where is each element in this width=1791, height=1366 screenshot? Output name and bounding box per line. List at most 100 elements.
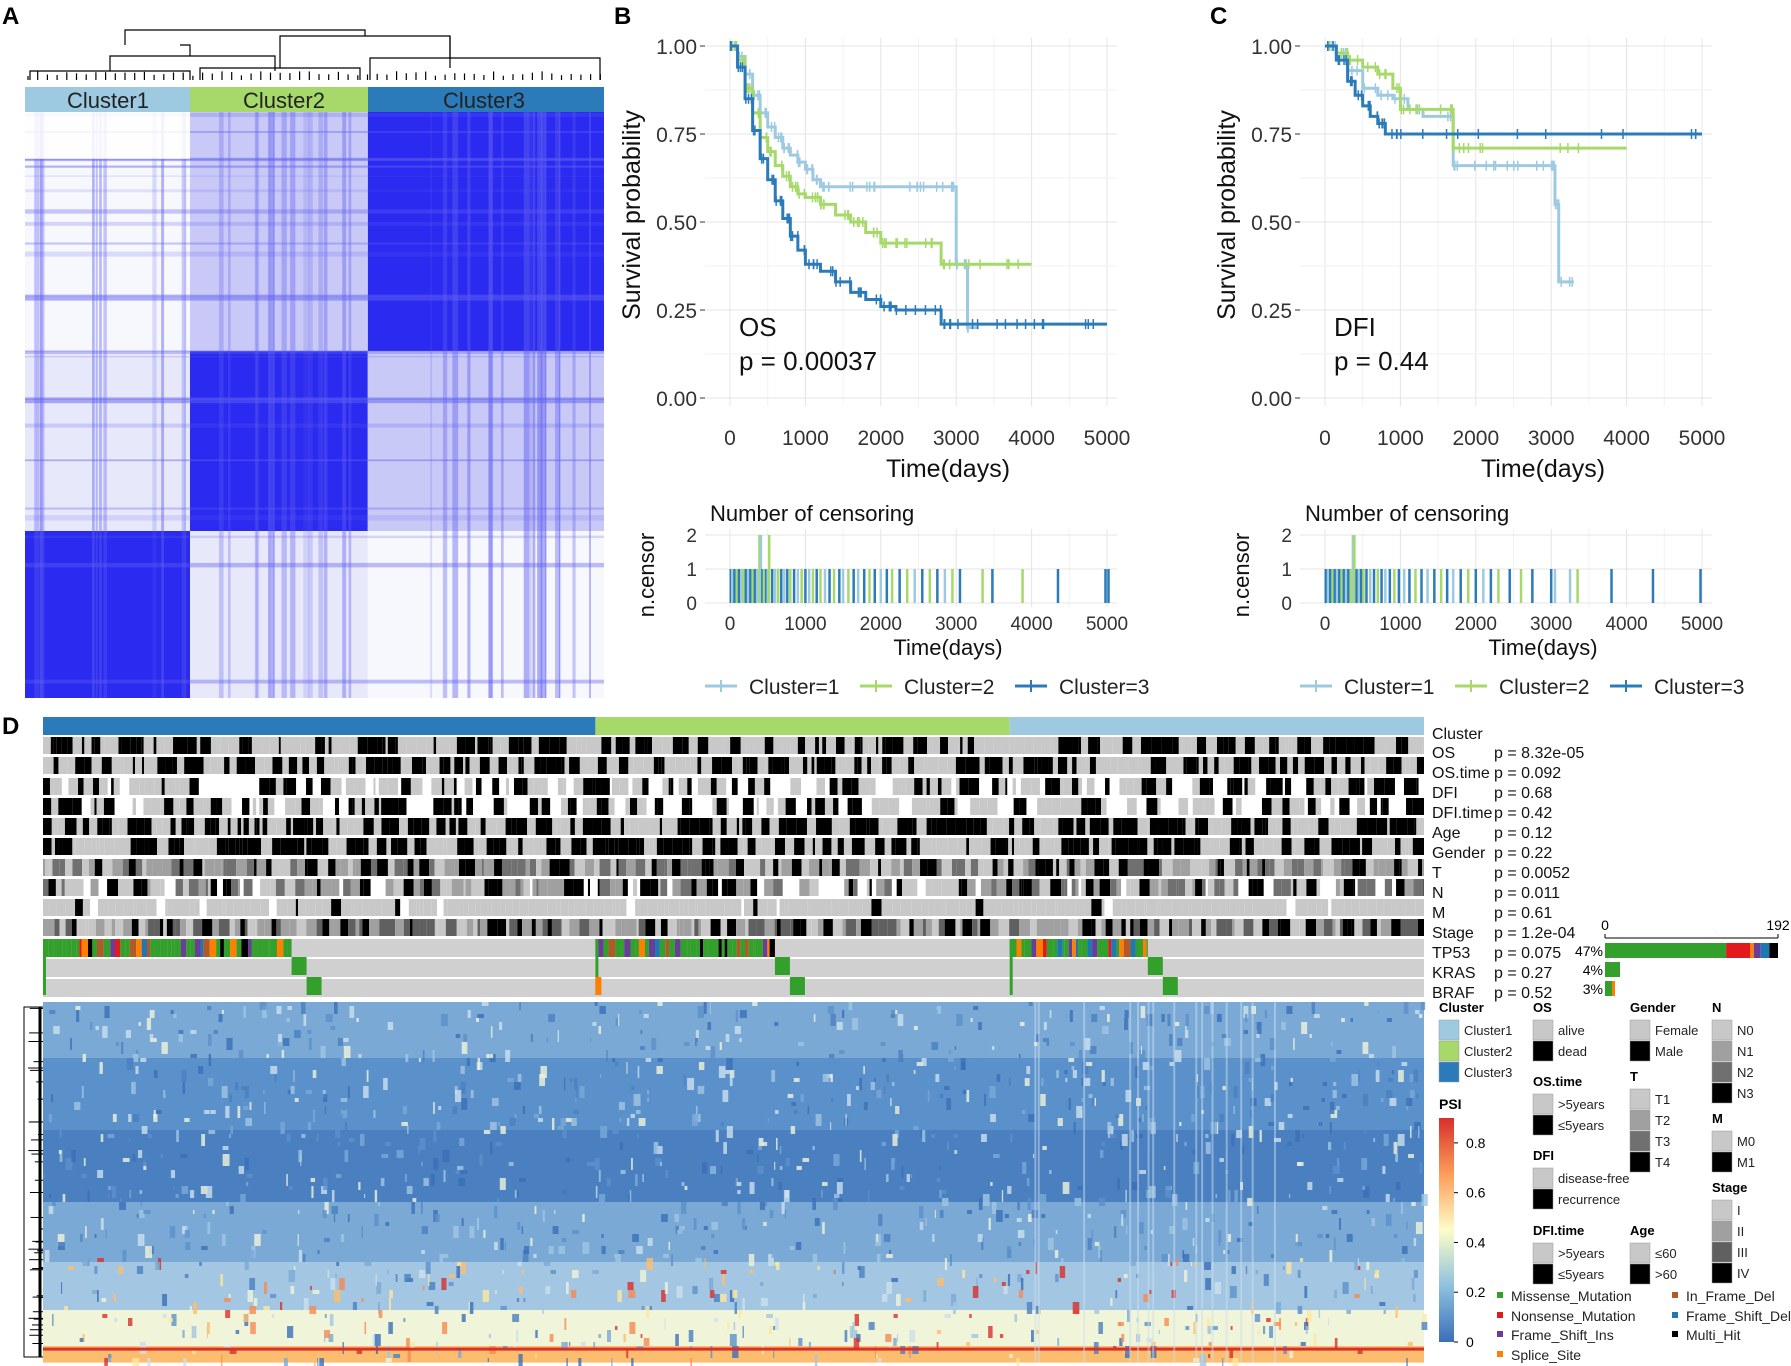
track-cell	[1403, 778, 1407, 795]
heatmap-row	[43, 1358, 1424, 1363]
track-cell	[413, 859, 420, 876]
track-cell	[170, 818, 176, 835]
track-cell	[757, 757, 766, 774]
heatmap-cell	[1150, 1230, 1154, 1234]
track-cell	[800, 798, 808, 815]
track-cell	[728, 859, 732, 876]
heatmap-cell	[640, 1270, 647, 1282]
track-cell	[406, 737, 417, 754]
track-cell	[1290, 919, 1300, 936]
heatmap-cell	[1193, 1322, 1196, 1334]
track-cell	[64, 879, 74, 896]
heatmap-cell	[162, 1294, 168, 1306]
heatmap-cell	[459, 1178, 462, 1186]
track-cell	[334, 798, 340, 815]
matrix-band	[25, 131, 604, 133]
track-cell	[478, 838, 487, 855]
track-cell	[1281, 879, 1291, 896]
track-cell	[809, 859, 820, 876]
y-tick-label: 0.75	[1251, 124, 1292, 147]
track-cell	[143, 737, 152, 754]
heatmap-cell	[142, 1158, 150, 1166]
track-cell	[878, 859, 882, 876]
heatmap-cell	[565, 1158, 570, 1162]
heatmap-cell	[787, 1094, 794, 1098]
heatmap-cell	[243, 1106, 249, 1110]
track-cell	[647, 737, 653, 754]
heatmap-cell	[992, 1154, 1000, 1158]
heatmap-cell	[83, 1158, 86, 1166]
tp53-mutation	[1009, 939, 1017, 957]
heatmap-cell	[1061, 1258, 1064, 1266]
track-cell	[111, 778, 114, 795]
track-cell	[445, 919, 457, 936]
heatmap-cell	[68, 1266, 75, 1270]
heatmap-cell	[1140, 1046, 1143, 1054]
track-cell	[1387, 818, 1390, 835]
track-cell	[1355, 879, 1358, 896]
track-cell	[172, 757, 177, 774]
track-cell	[1039, 778, 1046, 795]
matrix-band	[25, 398, 604, 400]
track-cell	[1196, 757, 1199, 774]
track-cell	[1022, 899, 1032, 916]
heatmap-row	[43, 1018, 1424, 1023]
heatmap-cell	[1014, 1314, 1018, 1322]
os-censor-xlabel: Time(days)	[893, 635, 1002, 660]
heatmap-cell	[566, 1358, 568, 1366]
track-cell	[1233, 778, 1243, 795]
heatmap-cell	[1174, 1050, 1182, 1062]
heatmap-cell	[710, 1166, 715, 1174]
heatmap-cell	[1039, 1310, 1041, 1314]
track-cell	[1308, 818, 1315, 835]
track-cell	[82, 818, 90, 835]
track-cell	[172, 919, 176, 936]
heatmap-cell	[348, 1138, 355, 1142]
heatmap-cell	[830, 1122, 832, 1130]
track-cell	[712, 879, 719, 896]
track-cell	[51, 838, 55, 855]
track-cell	[231, 798, 243, 815]
heatmap-cell	[550, 1270, 556, 1274]
track-cell	[596, 798, 602, 815]
heatmap-cell	[782, 1062, 789, 1070]
track-cell	[622, 737, 630, 754]
heatmap-cell	[950, 1294, 957, 1306]
track-cell	[859, 859, 871, 876]
heatmap-cell	[1325, 1234, 1330, 1238]
track-cell	[312, 778, 321, 795]
track-cell	[490, 737, 493, 754]
track-cell	[574, 859, 586, 876]
track-label: KRAS	[1432, 965, 1476, 982]
heatmap-cell	[1131, 1130, 1135, 1142]
heatmap-cell	[984, 1094, 987, 1106]
heatmap-cell	[956, 1114, 962, 1126]
track-cell	[61, 879, 65, 896]
track-cell	[882, 818, 891, 835]
psi-tick-label: 0.6	[1466, 1185, 1486, 1201]
heatmap-cell	[1389, 1098, 1397, 1106]
heatmap-cell	[976, 1170, 981, 1178]
os-censor-title: Number of censoring	[710, 501, 914, 526]
track-cell	[981, 838, 991, 855]
heatmap-cell	[406, 1338, 410, 1350]
heatmap-cell	[757, 1154, 759, 1162]
track-cell	[839, 818, 850, 835]
heatmap-cell	[1192, 1238, 1195, 1246]
tp53-mutation	[1031, 939, 1037, 957]
track-label: N	[1432, 885, 1444, 902]
heatmap-cell	[309, 1338, 314, 1342]
tp53-mutation	[1123, 939, 1131, 957]
heatmap-cell	[192, 1210, 195, 1214]
track-cell	[1191, 899, 1202, 916]
heatmap-cell	[881, 1142, 886, 1146]
heatmap-cell	[1067, 1282, 1071, 1294]
track-cell	[488, 879, 498, 896]
track-cell	[1196, 737, 1207, 754]
track-cell	[56, 737, 62, 754]
kras-mutation	[291, 957, 307, 975]
track-cell	[1171, 899, 1182, 916]
braf-splice	[595, 977, 602, 995]
heatmap-cell	[789, 1338, 791, 1350]
track-cell	[637, 879, 641, 896]
